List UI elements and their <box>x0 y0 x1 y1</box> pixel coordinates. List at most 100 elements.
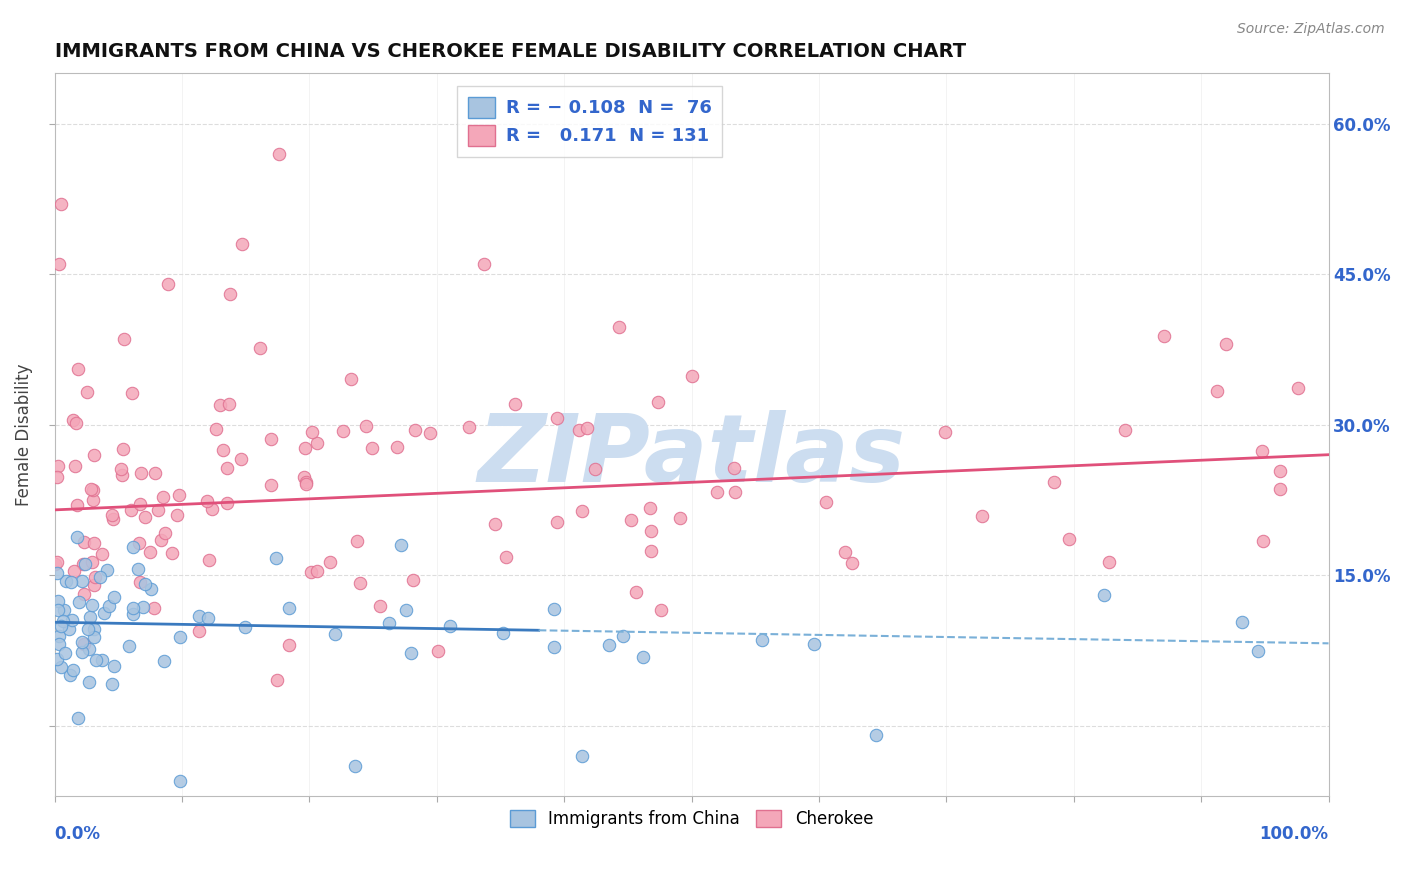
Cherokee <box>121 385 143 400</box>
Immigrants from China <box>84 653 107 667</box>
Cherokee <box>650 603 672 617</box>
Cherokee <box>1206 384 1229 398</box>
Immigrants from China <box>118 639 141 653</box>
Cherokee <box>404 423 426 437</box>
Cherokee <box>195 493 218 508</box>
Cherokee <box>934 425 956 439</box>
Immigrants from China <box>52 603 75 617</box>
Cherokee <box>970 508 993 523</box>
Cherokee <box>120 503 142 517</box>
Immigrants from China <box>46 594 69 608</box>
Cherokee <box>484 517 506 532</box>
Cherokee <box>260 478 283 492</box>
Cherokee <box>571 504 593 518</box>
Immigrants from China <box>103 658 125 673</box>
Immigrants from China <box>612 629 634 643</box>
Immigrants from China <box>865 728 887 742</box>
Immigrants from China <box>122 607 145 621</box>
Cherokee <box>46 470 69 484</box>
Cherokee <box>73 535 96 549</box>
Cherokee <box>63 458 86 473</box>
Cherokee <box>80 483 103 497</box>
Immigrants from China <box>58 622 80 636</box>
Cherokee <box>647 395 669 409</box>
Cherokee <box>575 421 598 435</box>
Immigrants from China <box>101 677 124 691</box>
Cherokee <box>814 494 837 508</box>
Cherokee <box>340 372 363 386</box>
Cherokee <box>49 197 72 211</box>
Immigrants from China <box>66 711 89 725</box>
Cherokee <box>73 587 96 601</box>
Cherokee <box>83 536 105 550</box>
Immigrants from China <box>278 601 301 615</box>
Cherokee <box>292 470 315 484</box>
Cherokee <box>546 410 568 425</box>
Immigrants from China <box>67 595 90 609</box>
Text: IMMIGRANTS FROM CHINA VS CHEROKEE FEMALE DISABILITY CORRELATION CHART: IMMIGRANTS FROM CHINA VS CHEROKEE FEMALE… <box>55 42 966 61</box>
Immigrants from China <box>141 582 163 596</box>
Immigrants from China <box>77 675 100 690</box>
Cherokee <box>1253 534 1275 549</box>
Immigrants from China <box>77 641 100 656</box>
Immigrants from China <box>60 574 83 589</box>
Immigrants from China <box>127 562 149 576</box>
Cherokee <box>201 502 224 516</box>
Immigrants from China <box>48 637 70 651</box>
Immigrants from China <box>1092 588 1115 602</box>
Immigrants from China <box>103 591 125 605</box>
Immigrants from China <box>45 651 67 665</box>
Cherokee <box>198 553 221 567</box>
Cherokee <box>131 466 153 480</box>
Cherokee <box>385 440 408 454</box>
Cherokee <box>45 555 67 569</box>
Immigrants from China <box>55 646 77 660</box>
Immigrants from China <box>58 667 80 681</box>
Immigrants from China <box>72 574 94 589</box>
Cherokee <box>299 565 322 579</box>
Cherokee <box>1098 555 1121 569</box>
Cherokee <box>640 543 662 558</box>
Cherokee <box>640 524 662 539</box>
Immigrants from China <box>72 645 94 659</box>
Cherokee <box>495 550 517 565</box>
Cherokee <box>76 385 98 400</box>
Immigrants from China <box>323 626 346 640</box>
Cherokee <box>1042 475 1064 490</box>
Cherokee <box>607 319 630 334</box>
Text: 0.0%: 0.0% <box>55 825 100 843</box>
Cherokee <box>724 484 747 499</box>
Cherokee <box>318 555 340 569</box>
Immigrants from China <box>543 602 565 616</box>
Cherokee <box>360 442 382 456</box>
Cherokee <box>48 257 70 271</box>
Cherokee <box>215 461 238 475</box>
Cherokee <box>668 511 690 525</box>
Immigrants from China <box>91 653 114 667</box>
Cherokee <box>706 485 728 500</box>
Cherokee <box>66 362 89 376</box>
Cherokee <box>149 533 172 547</box>
Cherokee <box>162 546 184 560</box>
Cherokee <box>583 462 606 476</box>
Cherokee <box>83 448 105 462</box>
Immigrants from China <box>98 599 121 613</box>
Cherokee <box>139 545 162 559</box>
Cherokee <box>62 413 84 427</box>
Cherokee <box>294 477 316 491</box>
Immigrants from China <box>1230 615 1253 629</box>
Immigrants from China <box>62 663 84 677</box>
Cherokee <box>153 526 176 541</box>
Immigrants from China <box>93 606 115 620</box>
Cherokee <box>307 564 329 578</box>
Immigrants from China <box>96 563 118 577</box>
Cherokee <box>166 508 188 523</box>
Immigrants from China <box>1247 644 1270 658</box>
Cherokee <box>457 419 479 434</box>
Legend: Immigrants from China, Cherokee: Immigrants from China, Cherokee <box>503 803 880 835</box>
Immigrants from China <box>134 577 156 591</box>
Cherokee <box>402 573 425 587</box>
Immigrants from China <box>543 640 565 654</box>
Cherokee <box>204 421 226 435</box>
Cherokee <box>419 425 441 440</box>
